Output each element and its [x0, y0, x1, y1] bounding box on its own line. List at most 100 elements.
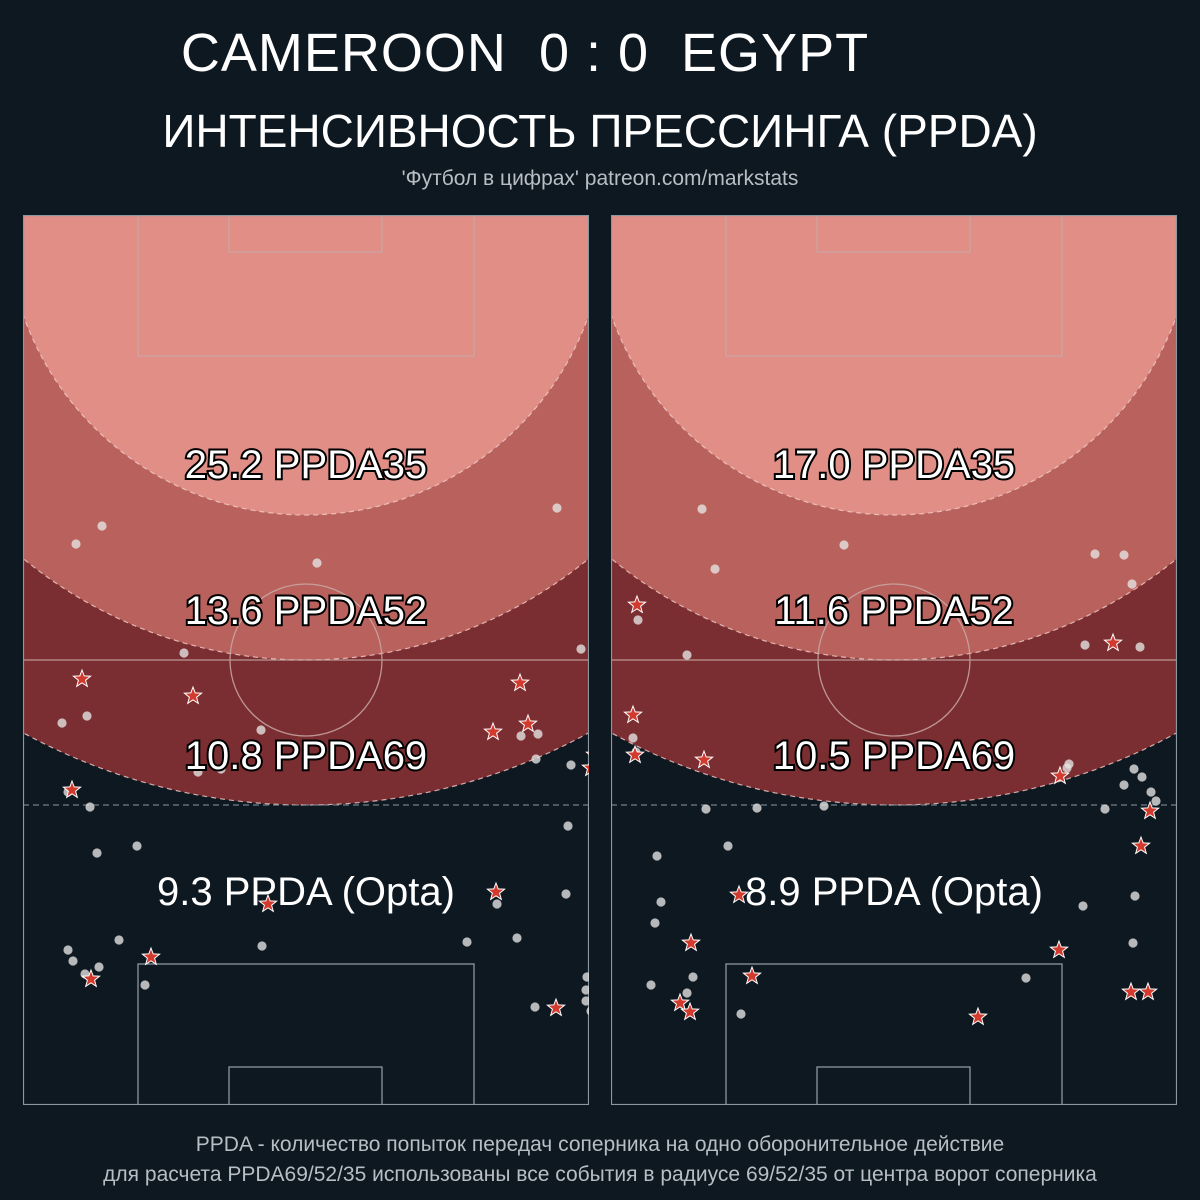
- action-dot: [257, 941, 267, 951]
- action-dot: [561, 889, 571, 899]
- home-team: CAMEROON: [180, 23, 507, 83]
- action-dot: [530, 1002, 540, 1012]
- action-star: [510, 672, 530, 692]
- action-star: [62, 779, 82, 799]
- action-dot: [646, 980, 656, 990]
- six-yard-box-top: [228, 215, 383, 253]
- pitch-border: [23, 215, 589, 1105]
- action-dot: [132, 841, 142, 851]
- action-dot: [492, 899, 502, 909]
- action-star: [627, 594, 647, 614]
- action-dot: [563, 821, 573, 831]
- action-dot: [114, 935, 124, 945]
- pitch-border: [611, 215, 1177, 1105]
- footer: PPDA - количество попыток передач соперн…: [0, 1130, 1200, 1190]
- action-dot: [1130, 891, 1140, 901]
- chart-subtitle: ИНТЕНСИВНОСТЬ ПРЕССИНГА (PPDA): [162, 105, 1038, 157]
- penalty-box-top: [725, 215, 1063, 357]
- label-ppda35: 17.0 PPDA35: [773, 443, 1015, 487]
- action-dot: [512, 933, 522, 943]
- action-dot: [682, 988, 692, 998]
- footer-line-1: PPDA - количество попыток передач соперн…: [195, 1133, 1005, 1156]
- action-dot: [752, 803, 762, 813]
- action-dot: [256, 725, 266, 735]
- action-star: [1140, 800, 1160, 820]
- action-dot: [140, 980, 150, 990]
- action-star: [183, 685, 203, 705]
- credit-line: 'Футбол в цифрах' patreon.com/markstats: [401, 167, 799, 190]
- action-dot: [85, 802, 95, 812]
- action-dot: [633, 615, 643, 625]
- action-dot: [1129, 764, 1139, 774]
- action-dot: [581, 996, 589, 1006]
- action-dot: [688, 972, 698, 982]
- action-dot: [1090, 549, 1100, 559]
- pressing-map: 17.0 PPDA35 11.6 PPDA52 10.5 PPDA69 8.9 PPD…: [611, 215, 1177, 1105]
- action-star: [72, 668, 92, 688]
- action-star: [680, 1001, 700, 1021]
- action-star: [581, 762, 589, 777]
- action-dot: [723, 841, 733, 851]
- label-ppda35: 25.2 PPDA35: [185, 443, 427, 487]
- label-ppda69: 10.8 PPDA69: [185, 734, 427, 778]
- action-dot: [1080, 640, 1090, 650]
- action-star: [585, 751, 589, 764]
- action-dot: [736, 1009, 746, 1019]
- action-dot: [650, 918, 660, 928]
- label-opta: 8.9 PPDA (Opta): [745, 870, 1043, 914]
- label-ppda52: 13.6 PPDA52: [185, 589, 427, 633]
- action-star: [141, 946, 161, 966]
- label-ppda52: 11.6 PPDA52: [774, 589, 1013, 633]
- action-dot: [216, 764, 226, 774]
- action-dot: [652, 851, 662, 861]
- zone-boundary: [23, 312, 589, 516]
- action-dot: [1021, 973, 1031, 983]
- penalty-box-bottom: [725, 963, 1063, 1105]
- action-star: [258, 893, 278, 913]
- action-star: [623, 704, 643, 724]
- action-star: [729, 884, 749, 904]
- pitch-egypt: 17.0 PPDA35 11.6 PPDA52 10.5 PPDA69 8.9 PPD…: [611, 215, 1177, 1105]
- center-circle: [229, 583, 383, 737]
- action-dot: [1127, 579, 1137, 589]
- action-dot: [697, 504, 707, 514]
- pitch-cameroon: 25.2 PPDA35 13.6 PPDA52 10.8 PPDA69 9.3 PPD…: [23, 215, 589, 1105]
- six-yard-box-bottom: [816, 1066, 971, 1105]
- action-star: [1050, 765, 1070, 785]
- action-star: [1049, 939, 1069, 959]
- action-dot: [1119, 780, 1129, 790]
- action-star: [1131, 835, 1151, 855]
- action-dot: [179, 648, 189, 658]
- action-dot: [1146, 787, 1156, 797]
- action-star: [518, 713, 538, 733]
- action-dot: [701, 804, 711, 814]
- action-dot: [710, 564, 720, 574]
- score: 0 : 0: [538, 23, 650, 83]
- action-dot: [462, 937, 472, 947]
- action-dot: [586, 1006, 589, 1016]
- action-star: [1103, 632, 1123, 652]
- footer-line-2: для расчета PPDA69/52/35 использованы вс…: [103, 1163, 1097, 1186]
- action-dot: [516, 731, 526, 741]
- action-dot: [97, 521, 107, 531]
- action-dot: [819, 801, 829, 811]
- match-title: CAMEROON 0 : 0 EGYPT: [0, 22, 1050, 84]
- action-dot: [63, 945, 73, 955]
- away-team: EGYPT: [681, 23, 870, 83]
- action-dot: [92, 848, 102, 858]
- action-dot: [57, 718, 67, 728]
- action-dot: [1128, 938, 1138, 948]
- action-dot: [312, 558, 322, 568]
- action-star: [1138, 981, 1158, 1001]
- label-opta: 9.3 PPDA (Opta): [157, 870, 455, 914]
- action-dot: [682, 650, 692, 660]
- action-dot: [1151, 796, 1161, 806]
- six-yard-box-top: [816, 215, 971, 253]
- action-dot: [82, 711, 92, 721]
- action-dot: [1100, 804, 1110, 814]
- action-dot: [1137, 772, 1147, 782]
- action-dot: [533, 729, 543, 739]
- action-star: [486, 881, 506, 901]
- action-star: [483, 721, 503, 741]
- label-ppda69: 10.5 PPDA69: [773, 734, 1015, 778]
